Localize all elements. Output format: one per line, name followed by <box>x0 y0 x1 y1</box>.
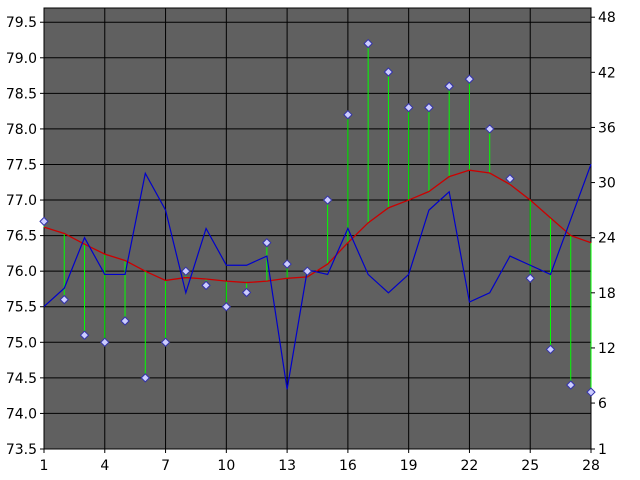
left-tick-label: 74.5 <box>6 371 37 387</box>
left-tick-label: 79.5 <box>6 15 37 31</box>
x-tick-label: 25 <box>521 458 539 474</box>
data-point-marker <box>282 259 292 269</box>
data-point-marker <box>201 280 211 291</box>
data-point-marker <box>403 102 414 113</box>
data-point-marker <box>241 287 252 298</box>
data-point-marker <box>525 273 535 283</box>
right-tick-label: 18 <box>598 286 616 302</box>
data-point-marker <box>79 330 90 340</box>
left-tick-label: 78.5 <box>6 86 37 102</box>
right-tick-label: 12 <box>598 341 616 357</box>
axis-ticks <box>40 16 595 453</box>
data-point-marker <box>343 109 353 120</box>
data-point-marker <box>545 344 556 355</box>
left-tick-label: 77.0 <box>6 193 37 209</box>
drop-lines <box>43 43 592 393</box>
data-point-marker <box>39 216 49 227</box>
red-series <box>43 169 592 284</box>
left-tick-label: 75.5 <box>6 300 37 316</box>
x-tick-label: 13 <box>278 458 296 474</box>
right-tick-label: 48 <box>598 10 616 26</box>
data-point-marker <box>221 302 232 312</box>
plot-area <box>43 7 592 450</box>
data-point-marker <box>484 124 495 134</box>
left-tick-label: 79.0 <box>6 51 37 67</box>
x-tick-label: 16 <box>339 458 357 474</box>
x-tick-label: 19 <box>400 458 418 474</box>
data-point-marker <box>363 38 373 49</box>
data-point-marker <box>100 337 110 348</box>
x-tick-label: 10 <box>217 458 235 474</box>
data-point-marker <box>444 81 454 91</box>
left-tick-label: 78.0 <box>6 122 37 138</box>
data-point-marker <box>322 195 333 205</box>
data-point-marker <box>181 266 191 276</box>
x-axis-tick-labels: 1 4 7 10 13 16 19 22 25 28 <box>40 458 600 474</box>
left-tick-label: 75.0 <box>6 335 37 351</box>
left-tick-label: 74.0 <box>6 406 37 422</box>
data-point-marker <box>262 238 272 248</box>
right-tick-label: 24 <box>598 231 616 247</box>
left-tick-label: 76.0 <box>6 264 37 280</box>
data-point-marker <box>464 74 475 84</box>
blue-series <box>43 163 592 390</box>
x-tick-label: 28 <box>582 458 600 474</box>
right-tick-label: 36 <box>598 120 616 136</box>
right-axis-tick-labels: 1 6 12 18 24 30 36 42 48 <box>598 10 616 458</box>
data-point-marker <box>120 316 130 326</box>
data-point-marker <box>302 266 313 276</box>
red-line <box>43 169 592 284</box>
data-point-marker <box>160 337 171 348</box>
marker-series <box>39 38 596 397</box>
x-tick-label: 7 <box>161 458 170 474</box>
right-tick-label: 42 <box>598 65 616 81</box>
left-axis-tick-labels: 73.5 74.0 74.5 75.0 75.5 76.0 76.5 77.0 77.5 78.0… <box>6 15 37 458</box>
data-point-marker <box>505 174 515 184</box>
right-tick-label: 1 <box>598 442 607 458</box>
data-point-marker <box>59 294 69 305</box>
data-point-marker <box>566 380 576 390</box>
right-tick-label: 6 <box>598 396 607 412</box>
left-tick-label: 76.5 <box>6 229 37 245</box>
x-tick-label: 4 <box>100 458 109 474</box>
data-point-marker <box>140 373 151 383</box>
data-point-marker <box>586 387 596 397</box>
data-point-marker <box>424 102 434 113</box>
data-point-marker <box>383 67 394 77</box>
x-tick-label: 22 <box>461 458 479 474</box>
left-tick-label: 77.5 <box>6 157 37 173</box>
left-tick-label: 73.5 <box>6 442 37 458</box>
x-tick-label: 1 <box>40 458 49 474</box>
right-tick-label: 30 <box>598 176 616 192</box>
blue-line <box>43 163 592 390</box>
